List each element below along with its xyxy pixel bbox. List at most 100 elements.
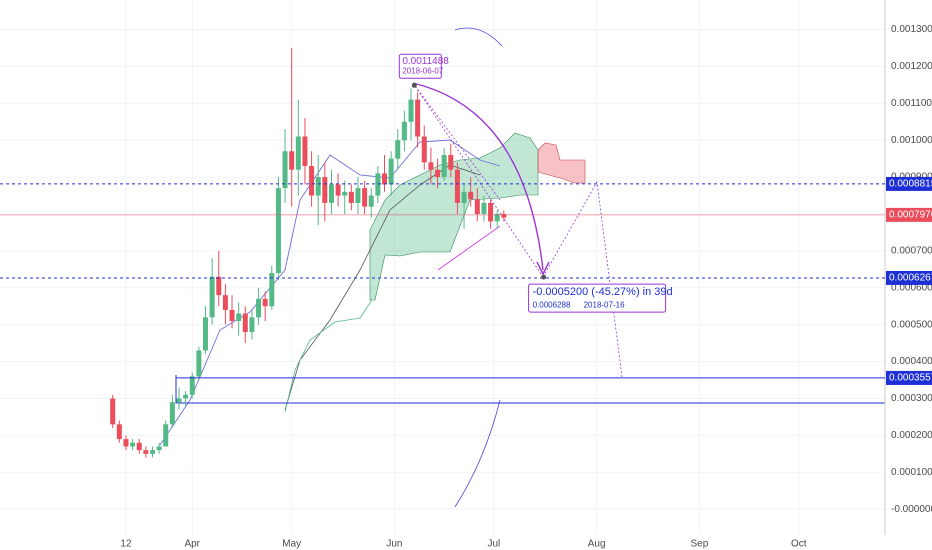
price-label: 0.0003557 [889,373,932,384]
candle-body [256,298,262,318]
measure-text: -0.0005200 (-45.27%) in 39d [533,286,673,298]
x-tick-label: Jun [386,539,402,550]
candle-body [196,350,202,377]
candle-body [156,446,162,451]
candle-body [454,169,460,203]
y-tick-label: -0.0000000 [891,504,932,515]
cloud-green [369,132,539,301]
candle-body [242,313,248,333]
candle-body [302,136,308,167]
measure-value: 0.0006288 [533,300,571,309]
candle-body [282,151,288,189]
candle-body [368,195,374,207]
candle-body [163,424,169,447]
cloud-red [537,142,586,184]
arc [454,27,503,47]
measure-date: 2018-07-16 [584,300,625,309]
x-tick-label: 12 [120,539,132,550]
candle-body [123,439,129,447]
candle-body [143,450,149,454]
candle-body [335,184,341,196]
x-tick-label: May [282,539,301,550]
candle-body [415,99,421,137]
candle-body [183,394,189,399]
candle-body [229,309,235,321]
candle-body [388,158,394,185]
candle-body [448,154,454,170]
peak-box [398,53,442,79]
x-tick-label: Sep [690,539,708,550]
candle-body [216,276,222,296]
candle-body [315,177,321,196]
drawings [159,0,886,535]
candles [110,47,507,458]
moving-average [159,139,501,446]
arrow-arc [412,82,544,271]
candle-body [501,214,507,218]
candle-body [309,166,315,196]
candle-body [249,317,255,333]
candle-body [116,424,122,440]
arrow-head [536,261,550,276]
candle-body [401,121,407,141]
price-label: 0.0006267 [889,273,932,284]
candle-body [435,169,441,178]
span-line [284,299,373,413]
x-tick-label: Apr [184,539,200,550]
candle-body [375,173,381,196]
candle-body [269,273,275,307]
measure-box [528,283,667,313]
candle-body [209,276,215,318]
arc [454,399,501,508]
candle-body [481,202,487,214]
candle-body [176,398,182,403]
x-tick-label: Oct [791,539,807,550]
x-tick-label: Aug [588,539,606,550]
peak-date: 2018-06-07 [402,66,443,75]
y-tick-label: 0.0001000 [891,467,932,478]
price-label: 0.0008815 [889,179,932,190]
candle-body [275,188,281,274]
candle-body [381,173,387,185]
candle-body [328,184,334,203]
candle-body [428,162,434,170]
candle-body [474,199,480,214]
candle-body [110,398,116,425]
candle-body [169,402,175,425]
candle-body [342,191,348,196]
candle-body [136,442,142,451]
price-label-bg [886,176,932,191]
candle-body [494,214,500,222]
grid [0,0,885,535]
candle-body [441,154,447,178]
peak-point [411,82,417,88]
price-label-bg [886,370,932,385]
candle-body [149,450,155,454]
candle-body [295,136,301,170]
candle-body [322,177,328,203]
range-box [175,375,885,404]
candle-body [362,188,368,207]
x-tick-label: Jul [487,539,500,550]
price-label-bg [886,270,932,285]
candle-body [203,317,209,351]
candle-body [189,376,195,395]
candle-body [262,298,268,307]
price-label: 0.0007976 [889,210,932,221]
candle-body [348,191,354,203]
candle-body [421,136,427,163]
trend-line [437,225,501,271]
candle-body [468,191,474,200]
measure-point [541,274,547,280]
candle-body [222,295,228,310]
